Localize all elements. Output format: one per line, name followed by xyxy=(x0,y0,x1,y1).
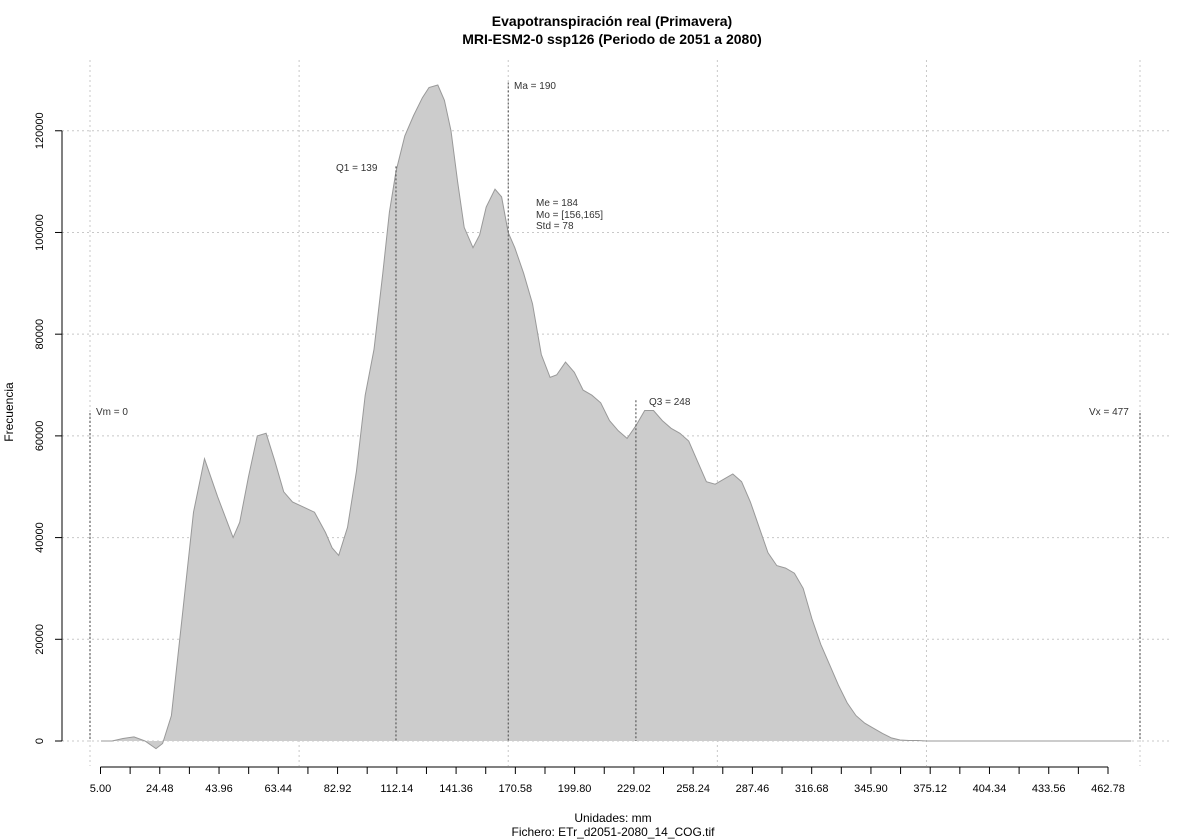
annotation-mo: Mo = [156,165] xyxy=(536,210,603,221)
x-tick-label: 5.00 xyxy=(90,783,111,795)
marker-layer xyxy=(89,82,1141,741)
x-tick-label: 287.46 xyxy=(736,783,770,795)
x-tick-label: 82.92 xyxy=(324,783,352,795)
y-axis-label: Frecuencia xyxy=(2,382,16,442)
x-tick-label: 316.68 xyxy=(795,783,829,795)
chart-caption: Fichero: ETr_d2051-2080_14_COG.tif xyxy=(512,825,716,839)
x-tick-label: 24.48 xyxy=(146,783,174,795)
x-tick-label: 404.34 xyxy=(973,783,1007,795)
density-area xyxy=(101,85,1132,749)
y-tick-label: 0 xyxy=(34,738,46,744)
x-tick-label: 433.56 xyxy=(1032,783,1066,795)
x-axis-label: Unidades: mm xyxy=(574,811,651,825)
density-line xyxy=(101,84,1132,750)
x-tick-label: 63.44 xyxy=(265,783,293,795)
x-tick-label: 462.78 xyxy=(1091,783,1125,795)
annotation-q3: Q3 = 248 xyxy=(649,397,691,408)
annotation-vm: Vm = 0 xyxy=(96,407,128,418)
y-tick-label: 20000 xyxy=(34,624,46,655)
y-tick-label: 120000 xyxy=(34,112,46,149)
x-tick-label: 43.96 xyxy=(205,783,233,795)
x-tick-label: 199.80 xyxy=(558,783,592,795)
y-tick-label: 100000 xyxy=(34,214,46,251)
x-tick-label: 141.36 xyxy=(439,783,473,795)
x-tick-label: 229.02 xyxy=(617,783,651,795)
axis-layer: 0 20000 40000 60000 80000 100000 120000 5.00 24.… xyxy=(34,112,1125,795)
annotation-vx: Vx = 477 xyxy=(1089,407,1129,418)
chart-subtitle: MRI-ESM2-0 ssp126 (Periodo de 2051 a 208… xyxy=(462,31,762,47)
x-tick-label: 258.24 xyxy=(676,783,710,795)
x-tick-label: 375.12 xyxy=(913,783,947,795)
y-tick-label: 60000 xyxy=(34,421,46,452)
annotation-ma: Ma = 190 xyxy=(514,81,556,92)
x-tick-label: 345.90 xyxy=(854,783,888,795)
y-tick-label: 80000 xyxy=(34,319,46,350)
area-layer xyxy=(101,84,1132,750)
annotation-q1: Q1 = 139 xyxy=(336,163,378,174)
annotation-me: Me = 184 xyxy=(536,198,578,209)
x-tick-label: 170.58 xyxy=(499,783,533,795)
chart-title: Evapotranspiración real (Primavera) xyxy=(492,13,732,29)
y-tick-label: 40000 xyxy=(34,522,46,553)
x-tick-label: 112.14 xyxy=(380,783,413,795)
annotation-std: Std = 78 xyxy=(536,221,574,232)
